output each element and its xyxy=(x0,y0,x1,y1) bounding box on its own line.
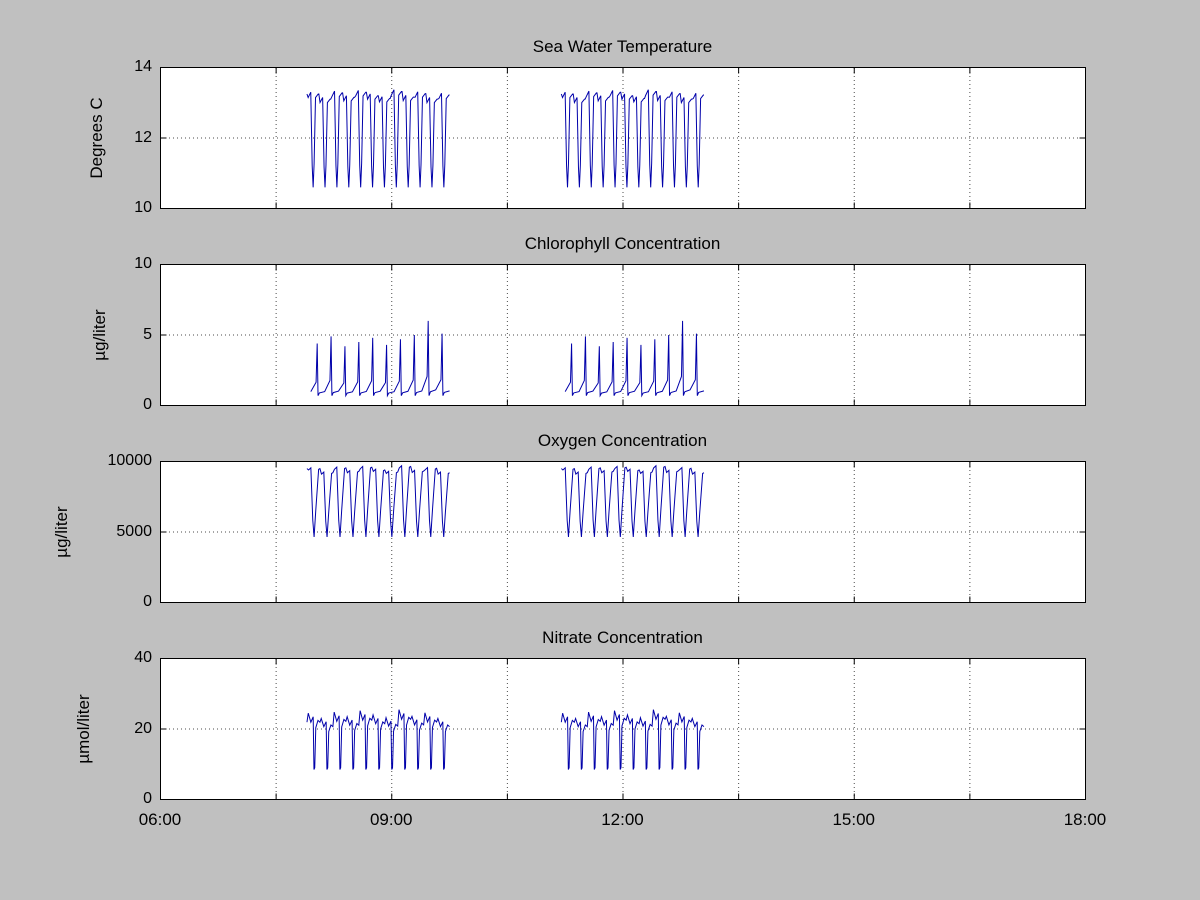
plot-area-oxygen-concentration xyxy=(160,461,1086,603)
x-tick-label: 18:00 xyxy=(1063,810,1107,829)
chart-title-oxygen-concentration: Oxygen Concentration xyxy=(537,431,708,450)
data-series-oxygen-concentration xyxy=(560,464,705,537)
plot-area-nitrate-concentration xyxy=(160,658,1086,800)
plot-area-sea-water-temperature xyxy=(160,67,1086,209)
y-tick-label: 10000 xyxy=(107,452,153,469)
y-tick-label: 5 xyxy=(143,325,152,343)
y-tick-label: 14 xyxy=(134,58,152,75)
y-tick-label: 12 xyxy=(134,128,152,146)
chart-title-sea-water-temperature: Sea Water Temperature xyxy=(532,37,713,56)
x-tick-label: 06:00 xyxy=(138,810,182,829)
x-tick-label: 15:00 xyxy=(832,810,876,829)
x-tick-label: 09:00 xyxy=(369,810,413,829)
x-tick-label: 12:00 xyxy=(601,810,644,829)
y-tick-label: 10 xyxy=(134,255,152,272)
plot-area-chlorophyll-concentration xyxy=(160,264,1086,406)
data-series-nitrate-concentration xyxy=(306,709,450,770)
y-tick-label: 10 xyxy=(134,199,152,216)
y-tick-label: 5000 xyxy=(116,522,152,540)
y-tick-label: 0 xyxy=(143,790,152,807)
y-axis-label-ug-per-liter-oxygen: µg/liter xyxy=(52,505,71,558)
data-series-sea-water-temperature xyxy=(560,89,704,188)
data-series-oxygen-concentration xyxy=(306,464,450,537)
y-tick-label: 0 xyxy=(143,593,152,610)
y-tick-label: 40 xyxy=(134,649,152,666)
chart-title-nitrate-concentration: Nitrate Concentration xyxy=(542,628,703,647)
data-series-chlorophyll-concentration xyxy=(564,320,705,398)
data-series-sea-water-temperature xyxy=(306,89,450,188)
y-tick-label: 20 xyxy=(134,719,152,737)
chart-title-chlorophyll-concentration: Chlorophyll Concentration xyxy=(524,234,721,253)
y-tick-label: 0 xyxy=(143,396,152,413)
data-series-nitrate-concentration xyxy=(560,709,705,770)
data-series-chlorophyll-concentration xyxy=(310,320,450,398)
